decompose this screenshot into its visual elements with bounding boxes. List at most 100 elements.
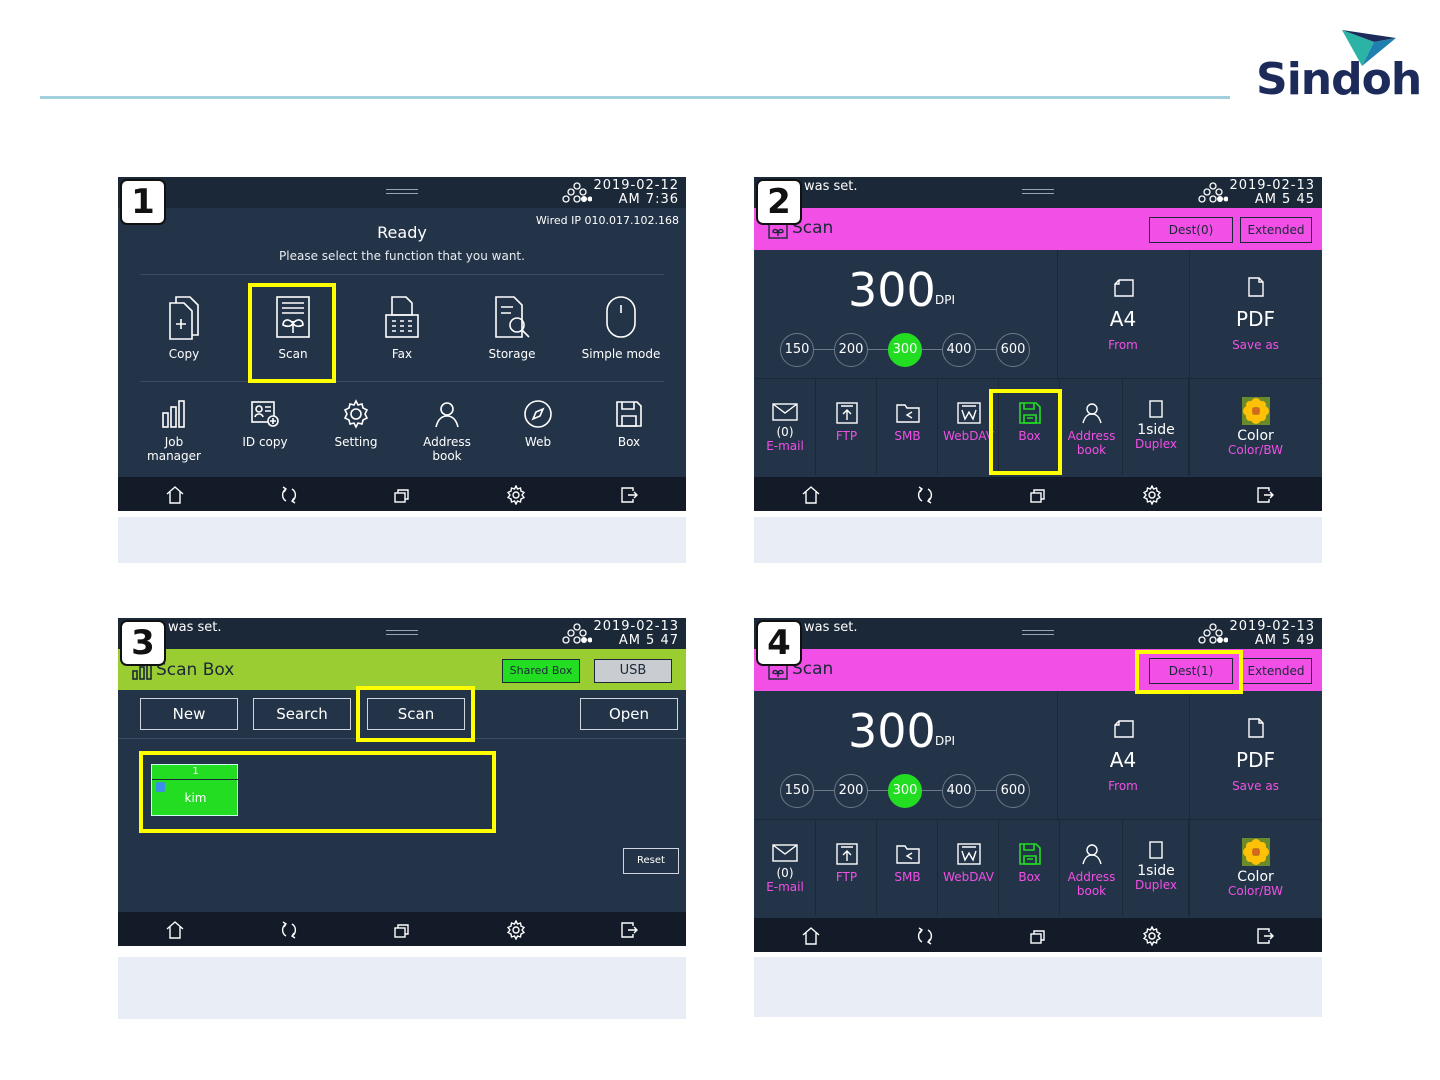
dest-ftp[interactable]: FTP <box>816 379 877 475</box>
separator <box>1057 250 1058 379</box>
logout-icon[interactable] <box>1255 926 1275 946</box>
box-tile[interactable]: 1 kim <box>151 764 239 816</box>
dest-smb[interactable]: SMB <box>877 379 938 475</box>
dpi-option[interactable]: 200 <box>834 333 868 367</box>
ftp-label: FTP <box>835 870 858 884</box>
logout-icon[interactable] <box>1255 485 1275 505</box>
scan-button[interactable]: Scan <box>367 698 465 730</box>
reset-icon[interactable] <box>279 920 299 940</box>
logout-icon[interactable] <box>619 920 639 940</box>
step-badge: 4 <box>756 620 802 666</box>
drag-handle[interactable] <box>386 189 418 194</box>
dest-email[interactable]: (0) E-mail <box>754 820 816 916</box>
dest-webdav[interactable]: WebDAV <box>938 379 999 475</box>
function-label: Setting <box>334 435 378 449</box>
logout-icon[interactable] <box>619 485 639 505</box>
home-icon[interactable] <box>801 926 821 946</box>
dest-box[interactable]: Box <box>999 820 1060 916</box>
paper-size-value: A4 <box>1109 307 1137 331</box>
duplex-value: 1side <box>1137 422 1175 438</box>
duplex-label: Duplex <box>1134 437 1178 451</box>
dpi-option[interactable]: 150 <box>780 774 814 808</box>
dpi-option[interactable]: 150 <box>780 333 814 367</box>
time: AM 5 45 <box>1254 192 1315 207</box>
dpi-option[interactable]: 600 <box>996 333 1030 367</box>
multi-window-icon[interactable] <box>1028 926 1048 946</box>
extended-button[interactable]: Extended <box>1240 217 1312 243</box>
dest-address-book[interactable]: Address book <box>1060 820 1123 916</box>
dpi-option[interactable]: 600 <box>996 774 1030 808</box>
search-button[interactable]: Search <box>253 698 351 730</box>
function-address-book[interactable]: Address book <box>417 399 477 463</box>
network-icon <box>562 182 592 203</box>
function-scan[interactable]: Scan <box>253 293 333 361</box>
dest-webdav[interactable]: WebDAV <box>938 820 999 916</box>
reset-icon[interactable] <box>279 485 299 505</box>
multi-window-icon[interactable] <box>1028 485 1048 505</box>
paper-size-setting[interactable]: A4 From <box>1057 691 1189 819</box>
extended-button[interactable]: Extended <box>1240 658 1312 684</box>
reset-icon[interactable] <box>915 926 935 946</box>
function-label: Storage <box>488 347 536 361</box>
home-icon[interactable] <box>801 485 821 505</box>
function-label: Box <box>617 435 641 449</box>
color-setting[interactable]: Color Color/BW <box>1189 820 1322 916</box>
dpi-option[interactable]: 200 <box>834 774 868 808</box>
dpi-option[interactable]: 400 <box>942 774 976 808</box>
duplex-setting[interactable]: 1side Duplex <box>1123 379 1189 475</box>
multi-window-icon[interactable] <box>392 485 412 505</box>
home-icon[interactable] <box>165 920 185 940</box>
dpi-option[interactable]: 400 <box>942 333 976 367</box>
usb-button[interactable]: USB <box>594 659 672 683</box>
function-simple-mode[interactable]: Simple mode <box>573 293 669 361</box>
settings-icon[interactable] <box>1142 926 1162 946</box>
reset-button[interactable]: Reset <box>623 848 679 874</box>
storage-icon <box>495 296 530 338</box>
drag-handle[interactable] <box>386 630 418 635</box>
settings-icon[interactable] <box>506 485 526 505</box>
settings-icon[interactable] <box>1142 485 1162 505</box>
file-format-setting[interactable]: PDF Save as <box>1189 250 1322 378</box>
separator <box>1057 691 1058 820</box>
dpi-option-selected[interactable]: 300 <box>888 774 922 808</box>
paper-size-setting[interactable]: A4 From <box>1057 250 1189 378</box>
page-title: Scan Box <box>156 660 235 680</box>
new-button[interactable]: New <box>140 698 238 730</box>
file-format-setting[interactable]: PDF Save as <box>1189 691 1322 819</box>
email-count: (0) <box>776 866 794 880</box>
dest-smb[interactable]: SMB <box>877 820 938 916</box>
highlight-scan-button <box>356 686 475 742</box>
function-id-copy[interactable]: ID copy <box>235 399 295 449</box>
dest-ftp[interactable]: FTP <box>816 820 877 916</box>
open-button[interactable]: Open <box>580 698 678 730</box>
color-setting[interactable]: Color Color/BW <box>1189 379 1322 475</box>
function-web[interactable]: Web <box>508 399 568 449</box>
dpi-option-selected[interactable]: 300 <box>888 333 922 367</box>
network-icon <box>562 623 592 644</box>
dest-button[interactable]: Dest(1) <box>1149 658 1233 684</box>
shared-box-button[interactable]: Shared Box <box>502 659 580 683</box>
dest-email[interactable]: (0) E-mail <box>754 379 816 475</box>
upload-icon <box>835 402 858 424</box>
reset-icon[interactable] <box>915 485 935 505</box>
function-setting[interactable]: Setting <box>326 399 386 449</box>
home-icon[interactable] <box>165 485 185 505</box>
function-box[interactable]: Box <box>599 399 659 449</box>
function-job-manager[interactable]: Job manager <box>144 399 204 463</box>
screen-scan-box: 3 was set. 2019-02-13 AM 5 47 Scan Box S… <box>118 618 686 946</box>
instruction-text: Please select the function that you want… <box>279 249 525 263</box>
dest-address-book[interactable]: Address book <box>1060 379 1123 475</box>
function-label: ID copy <box>242 435 288 449</box>
settings-icon[interactable] <box>506 920 526 940</box>
status-message: was set. <box>804 179 858 194</box>
time: AM 7:36 <box>618 192 679 207</box>
function-storage[interactable]: Storage <box>472 293 552 361</box>
logo-wordmark: Sindoh <box>1256 54 1422 105</box>
duplex-setting[interactable]: 1side Duplex <box>1123 820 1189 916</box>
drag-handle[interactable] <box>1022 630 1054 635</box>
function-copy[interactable]: Copy <box>144 293 224 361</box>
drag-handle[interactable] <box>1022 189 1054 194</box>
function-fax[interactable]: Fax <box>362 293 442 361</box>
multi-window-icon[interactable] <box>392 920 412 940</box>
dest-button[interactable]: Dest(0) <box>1149 217 1233 243</box>
